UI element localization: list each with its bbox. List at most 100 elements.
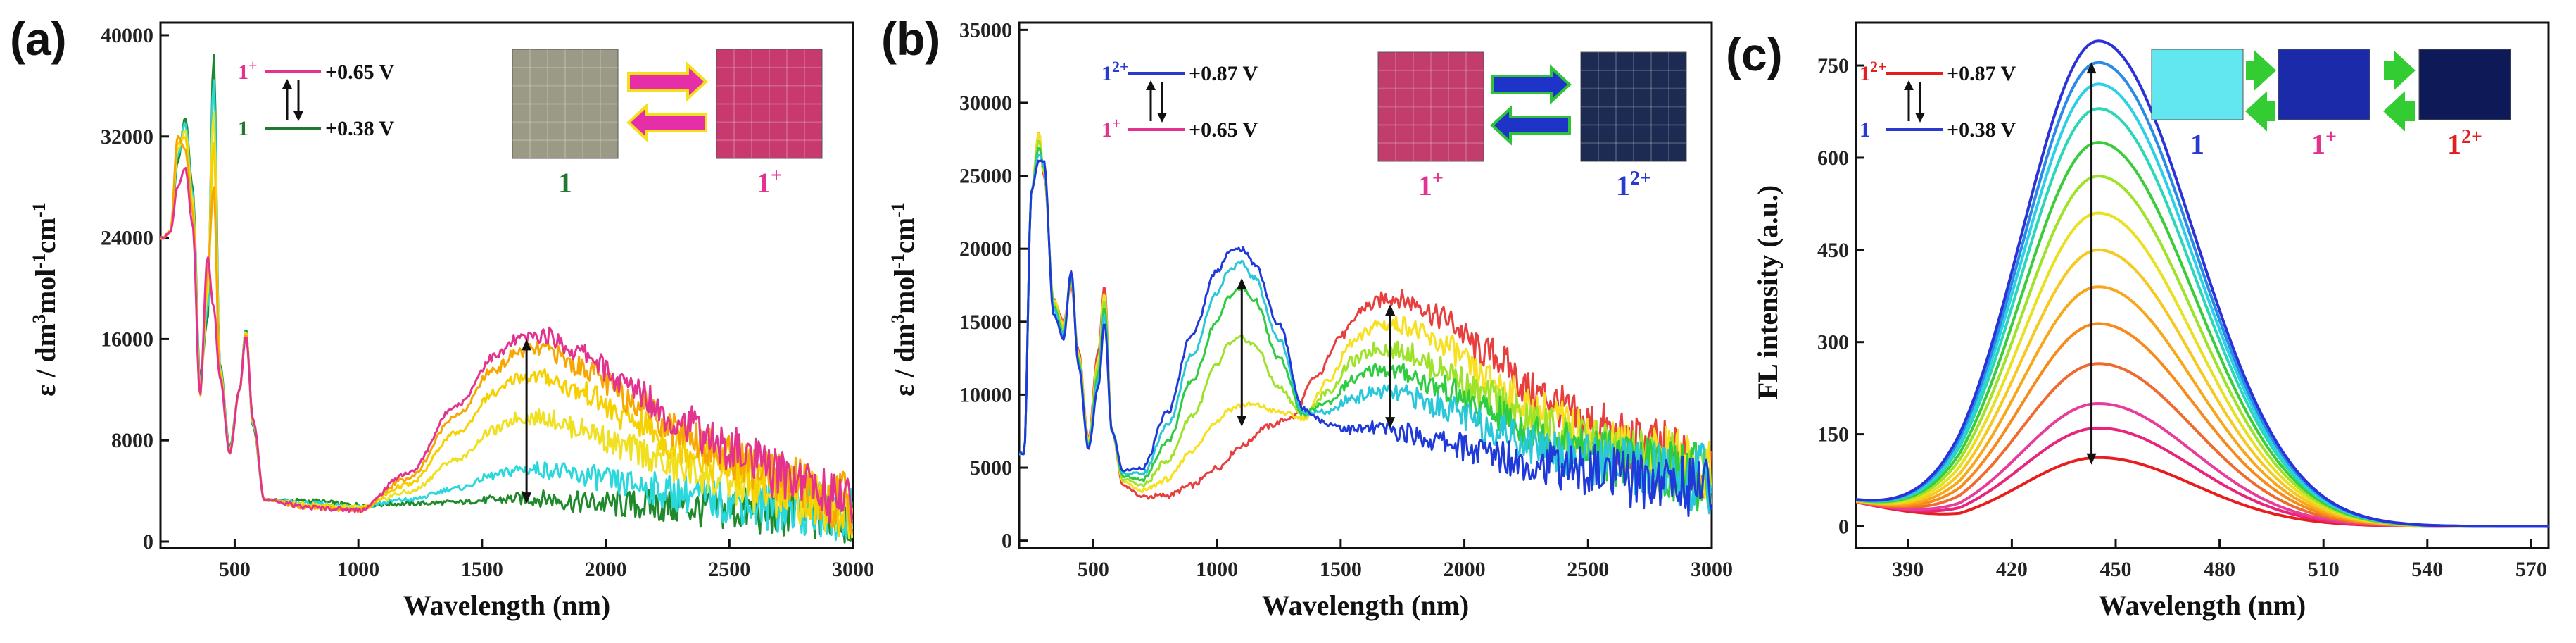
oxidation-arrow-head xyxy=(1146,80,1156,90)
x-tick-label: 390 xyxy=(1892,558,1924,581)
y-axis-label-sup: -1 xyxy=(888,254,908,269)
backward-arrow-c-2 xyxy=(2383,91,2415,132)
level-species-a: 1+ xyxy=(238,56,258,85)
intensity-change-arrow-head-down xyxy=(2086,453,2097,465)
y-tick-label: 24000 xyxy=(101,227,153,250)
panel-letter-a: (a) xyxy=(10,13,67,65)
y-axis-label-part: ε / dm xyxy=(30,323,61,397)
y-axis-label-sup: 3 xyxy=(29,314,49,323)
intensity-change-arrow-head-up xyxy=(2086,62,2097,74)
photo-label-charge: 2+ xyxy=(1630,168,1651,189)
x-tick-label: 450 xyxy=(2100,558,2132,581)
series-line-a-5 xyxy=(160,167,853,524)
oxidation-arrow-head xyxy=(1904,80,1914,90)
panel-c: 390 420 450 480 510 540 570 0 150 300 450 600 750 Wav… xyxy=(1726,21,2550,621)
sample-photo xyxy=(1580,51,1687,162)
y-tick-label: 450 xyxy=(1817,239,1849,262)
photo-label-b-0: 1+ xyxy=(1418,168,1444,202)
panel-b: 500 1000 1500 2000 2500 300005000100001500020… xyxy=(881,13,1733,621)
y-axis-label-part: ε / dm xyxy=(888,323,920,397)
y-axis-label-sup: -1 xyxy=(888,202,908,218)
y-tick-label: 150 xyxy=(1817,423,1849,447)
series-line-b-5 xyxy=(1019,159,1712,517)
forward-arrow-a xyxy=(627,61,708,102)
y-axis-label-sup: -1 xyxy=(29,202,49,218)
level-potential-label: +0.65 V xyxy=(1189,118,1258,142)
nir-band-change-arrow-head-up xyxy=(1385,304,1396,316)
y-tick-label: 30000 xyxy=(959,92,1012,115)
sample-photo xyxy=(1377,51,1484,162)
series-line-c-13 xyxy=(1856,39,2549,528)
y-tick-label: 15000 xyxy=(959,311,1012,334)
level-species-charge: + xyxy=(248,56,258,74)
forward-arrow-c-1 xyxy=(2246,50,2276,91)
x-tick-label: 2500 xyxy=(708,558,750,581)
reduction-arrow-head xyxy=(293,111,303,121)
y-tick-label: 25000 xyxy=(959,165,1012,188)
backward-arrow-a xyxy=(626,102,707,143)
reduction-arrow-head xyxy=(1915,113,1925,123)
level-species-a: 1 xyxy=(238,117,248,140)
y-axis-label-part: cm xyxy=(30,218,61,254)
y-tick-label: 0 xyxy=(1002,530,1012,553)
x-tick-label: 500 xyxy=(219,558,251,581)
level-potential-label: +0.87 V xyxy=(1189,62,1258,85)
y-tick-label: 16000 xyxy=(101,327,153,351)
y-axis-label-a: ε / dm3mol-1cm-1 xyxy=(29,202,62,397)
photo-label-charge: 2+ xyxy=(2461,126,2482,148)
ivct-band-change-arrow-head-down xyxy=(1237,416,1247,427)
level-potential-label: +0.38 V xyxy=(325,117,395,140)
level-species-b: 12+ xyxy=(1101,58,1129,86)
y-tick-label: 600 xyxy=(1817,146,1849,170)
level-species-c: 12+ xyxy=(1860,58,1887,86)
y-tick-label: 8000 xyxy=(111,429,153,452)
x-tick-label: 3000 xyxy=(832,558,874,581)
y-axis-label-part: cm xyxy=(888,218,920,254)
forward-arrow-b xyxy=(1491,64,1572,105)
sample-photo xyxy=(512,49,619,159)
y-axis-label-c: FL intensity (a.u.) xyxy=(1752,185,1783,399)
sample-photo xyxy=(2151,49,2244,120)
photo-label-a-1: 1+ xyxy=(757,165,782,199)
x-tick-label: 500 xyxy=(1078,558,1109,581)
photo-label-charge: + xyxy=(1432,168,1444,189)
y-axis-label-sup: 3 xyxy=(888,314,908,323)
y-tick-label: 0 xyxy=(1838,515,1849,538)
y-tick-label: 10000 xyxy=(959,383,1012,406)
nir-band-change-arrow-head-down xyxy=(1385,417,1396,429)
panel-letter-b: (b) xyxy=(881,13,940,65)
sample-photo xyxy=(2418,49,2511,120)
oxidation-arrow-head xyxy=(282,79,292,89)
level-species-charge: + xyxy=(1112,114,1121,132)
series-line-c-5 xyxy=(1856,285,2549,528)
reduction-arrow-head xyxy=(1157,113,1167,123)
plot-frame-b xyxy=(1018,21,1713,549)
y-tick-label: 5000 xyxy=(970,456,1012,480)
y-axis-label-part: mol xyxy=(30,269,61,314)
level-potential-label: +0.87 V xyxy=(1947,62,2016,85)
backward-arrow-b xyxy=(1490,105,1571,146)
y-tick-label: 40000 xyxy=(101,24,153,47)
plot-frame-c xyxy=(1855,21,2550,549)
level-potential-label: +0.38 V xyxy=(1947,118,2016,142)
y-axis-label-part: mol xyxy=(888,269,920,314)
series-line-a-0 xyxy=(160,54,853,544)
x-tick-label: 480 xyxy=(2204,558,2235,581)
photo-label-b-1: 12+ xyxy=(1616,168,1651,202)
x-tick-label: 570 xyxy=(2515,558,2547,581)
nir-band-change-arrow-head-down xyxy=(522,492,532,504)
y-tick-label: 32000 xyxy=(101,125,153,149)
y-axis-label-b: ε / dm3mol-1cm-1 xyxy=(888,202,921,397)
x-tick-label: 1000 xyxy=(1196,558,1238,581)
y-axis-label-sup: -1 xyxy=(29,254,49,269)
panel-letter-c: (c) xyxy=(1726,28,1783,80)
plot-area-c xyxy=(1856,39,2549,528)
y-tick-label: 35000 xyxy=(959,18,1012,42)
level-potential-label: +0.65 V xyxy=(325,61,395,84)
x-axis-label-a: Wavelength (nm) xyxy=(403,589,610,621)
x-tick-label: 3000 xyxy=(1691,558,1733,581)
x-tick-label: 510 xyxy=(2308,558,2340,581)
sample-photo xyxy=(2278,49,2370,120)
x-tick-label: 1500 xyxy=(461,558,503,581)
